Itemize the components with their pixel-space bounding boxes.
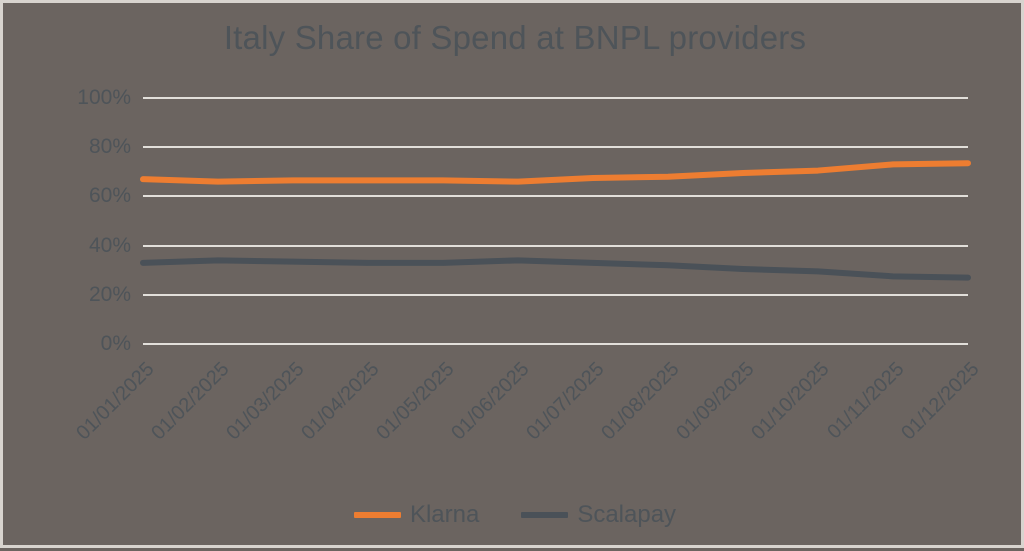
x-axis-tick-label: 01/12/2025 (897, 358, 984, 445)
x-axis-tick-label: 01/01/2025 (72, 358, 159, 445)
y-axis-tick-label: 80% (88, 135, 131, 159)
x-axis-tick-labels: 01/01/2025 01/02/2025 01/03/2025 01/04/2025… (3, 3, 1024, 551)
y-axis-tick-label: 40% (88, 233, 131, 257)
chart-title: Italy Share of Spend at BNPL providers (223, 19, 807, 56)
gridline (143, 343, 968, 345)
gridline (143, 244, 968, 247)
series-line-klarna (140, 160, 971, 185)
gridline (143, 195, 968, 198)
y-axis-tick-labels: 100% 80% 60% 40% 20% 0% (3, 3, 131, 551)
legend-label: Scalapay (577, 501, 677, 528)
x-axis-tick-label: 01/08/2025 (597, 358, 684, 445)
x-axis-tick-label: 01/10/2025 (747, 358, 834, 445)
legend-item-scalapay[interactable]: Scalapay (521, 501, 676, 529)
y-axis-tick-label: 60% (88, 184, 131, 208)
x-axis-tick-label: 01/06/2025 (447, 358, 534, 445)
y-axis-tick-label: 100% (77, 86, 131, 109)
chart-legend: Klarna Scalapay (3, 501, 1024, 529)
plot-area (140, 97, 971, 345)
legend-line-icon (353, 512, 401, 518)
legend-line-icon (521, 512, 569, 518)
legend-label: Klarna (409, 501, 480, 528)
gridline (143, 293, 968, 296)
y-axis-tick-label: 0% (100, 332, 131, 355)
x-axis-tick-label: 01/03/2025 (222, 358, 309, 445)
series-line-scalapay (140, 257, 971, 281)
x-axis-tick-label: 01/11/2025 (823, 358, 909, 444)
legend-item-klarna[interactable]: Klarna (353, 501, 480, 529)
x-axis-tick-label: 01/09/2025 (672, 358, 759, 445)
gridline (143, 146, 968, 149)
x-axis-tick-label: 01/07/2025 (522, 358, 609, 445)
series-lines (140, 160, 971, 281)
x-axis-tick-label: 01/05/2025 (372, 358, 459, 445)
y-axis-tick-label: 20% (88, 282, 131, 306)
gridline (143, 97, 968, 99)
x-axis-tick-label: 01/04/2025 (297, 358, 384, 445)
x-axis-tick-label: 01/02/2025 (147, 358, 234, 445)
